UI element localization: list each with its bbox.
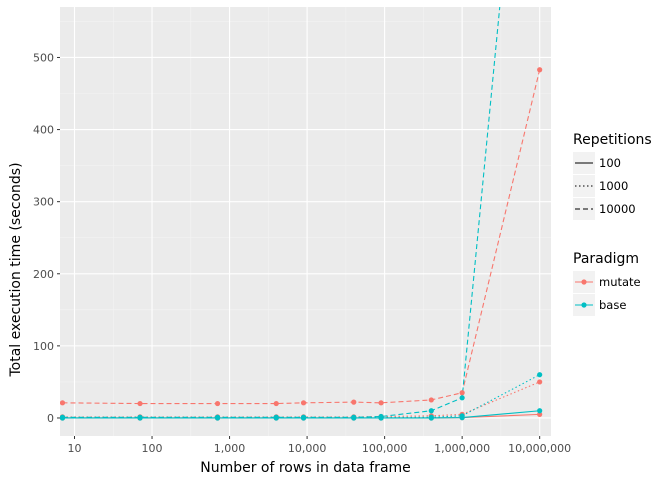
data-point-mutate-1000: [537, 379, 543, 385]
legend-key-mutate-point: [581, 279, 587, 285]
data-point-mutate-10000: [351, 399, 357, 405]
data-point-mutate-10000: [378, 400, 384, 406]
data-point-base-100: [537, 408, 543, 414]
data-point-base-10000: [351, 414, 357, 420]
legend-label-10000: 10000: [599, 202, 636, 216]
y-tick-label: 100: [33, 340, 54, 353]
data-point-base-10000: [428, 408, 434, 414]
data-point-base-1000: [537, 372, 543, 378]
legend-label-mutate: mutate: [599, 275, 641, 289]
y-axis-title: Total execution time (seconds): [8, 162, 24, 377]
plot-panel: [60, 7, 551, 436]
x-tick-label: 10,000,000: [508, 442, 571, 455]
x-tick-label: 10,000: [288, 442, 327, 455]
x-tick-label: 1,000: [214, 442, 246, 455]
data-point-mutate-10000: [428, 397, 434, 403]
legends: Repetitions 100 1000 10000 Paradigm mutate bas…: [573, 132, 652, 316]
data-point-base-10000: [378, 413, 384, 420]
series-points: [60, 67, 543, 421]
data-point-mutate-10000: [459, 390, 465, 396]
data-point-mutate-10000: [537, 67, 543, 73]
data-point-base-10000: [459, 395, 465, 401]
legend-title-color: Paradigm: [573, 251, 639, 267]
y-axis: 0 100 200 300 400 500: [33, 51, 60, 425]
x-tick-label: 100: [142, 442, 163, 455]
data-point-base-10000: [60, 414, 66, 420]
y-tick-label: 200: [33, 268, 54, 281]
series-lines: [62, 7, 541, 419]
legend-key-base-point: [581, 302, 587, 308]
x-axis: 10 100 1,000 10,000 100,000 1,000,000 10,000,0…: [68, 436, 571, 455]
data-point-mutate-100: [537, 411, 543, 417]
legend-label-1000: 1000: [599, 179, 628, 193]
minor-gridlines: [60, 7, 551, 436]
data-point-mutate-10000: [273, 400, 279, 407]
data-point-base-10000: [137, 414, 143, 420]
series-line-base-10000: [62, 7, 501, 418]
x-tick-label: 1,000,000: [434, 442, 490, 455]
y-tick-label: 500: [33, 51, 54, 64]
data-point-base-1000: [459, 413, 465, 419]
x-tick-label: 100,000: [362, 442, 408, 455]
data-point-base-10000: [214, 414, 221, 420]
data-point-base-1000: [428, 414, 434, 420]
data-point-base-10000: [273, 414, 279, 420]
legend-title-linetype: Repetitions: [573, 132, 652, 148]
y-tick-label: 400: [33, 124, 54, 137]
y-tick-label: 300: [33, 196, 54, 209]
legend-label-base: base: [599, 298, 626, 312]
data-point-mutate-10000: [300, 400, 307, 406]
y-tick-label: 0: [47, 412, 54, 425]
x-tick-label: 10: [68, 442, 82, 455]
legend-label-100: 100: [599, 156, 621, 170]
x-axis-title: Number of rows in data frame: [200, 460, 411, 476]
data-point-mutate-10000: [137, 400, 143, 407]
data-point-mutate-10000: [214, 400, 221, 407]
data-point-base-10000: [300, 414, 307, 420]
series-line-mutate-10000: [62, 69, 541, 405]
data-point-mutate-10000: [60, 400, 66, 406]
